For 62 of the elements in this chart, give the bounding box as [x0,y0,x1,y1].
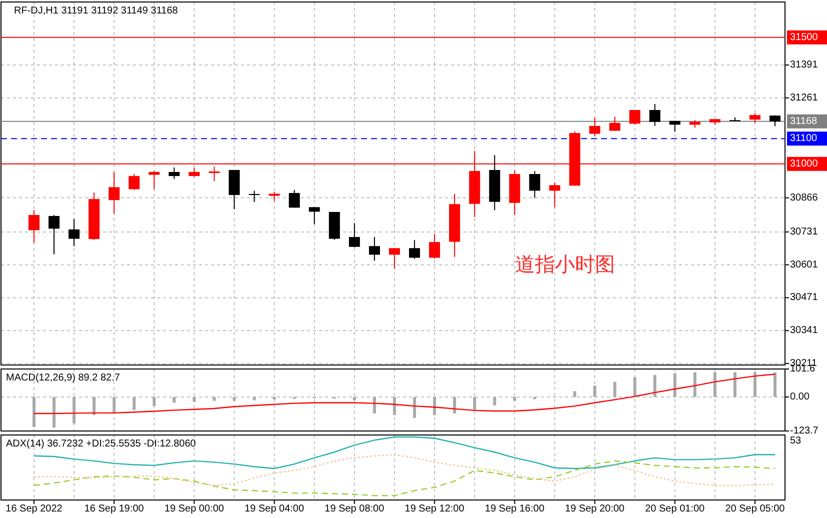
ref-line-label: 31500 [790,32,818,43]
bar [32,396,36,427]
bar [733,372,736,397]
bar [473,396,476,410]
chart-title: MACD(12,26,9) 89.2 82.7 [6,372,120,384]
bar [252,396,256,400]
chart-title: RF-DJ,H1 31191 31192 31149 31168 [14,6,178,16]
y-tick-label: 30341 [790,325,818,336]
x-tick-label: 19 Sep 08:00 [324,504,385,514]
bar [413,396,416,418]
bar [493,396,496,406]
bar [713,372,716,397]
bar [92,396,96,416]
y-tick-label: 31391 [790,59,818,70]
bar [533,396,536,400]
bar [172,396,176,403]
bar [212,396,216,401]
bar [633,377,636,397]
bar [52,396,56,428]
ref-line-label: 31000 [790,158,818,170]
bar [513,396,516,401]
bar [272,396,276,400]
bar [453,396,456,414]
ref-line-label: 31100 [790,133,818,144]
y-tick-label: 30731 [790,226,818,238]
text: 53 [790,436,802,446]
x-tick-label: 19 Sep 16:00 [484,504,545,514]
bar [753,372,756,397]
bar [392,396,396,416]
x-tick-label: 16 Sep 19:00 [84,504,144,514]
bar [673,373,676,397]
bar [573,391,576,397]
x-tick-label: 19 Sep 20:00 [565,504,625,514]
bar [232,396,236,401]
y-tick-label: 0.00 [790,391,810,402]
bar [352,396,356,400]
bar [72,396,76,424]
bar [433,396,436,416]
bar [774,372,776,397]
chart-title: ADX(14) 36.7232 +DI:25.5535 -DI:12.8060 [6,438,196,450]
bar [112,396,116,413]
bar [152,396,156,406]
bar [693,372,696,397]
bar [192,396,196,402]
y-tick-label: -123.7 [790,426,819,436]
y-tick-label: 31261 [790,92,818,104]
x-tick-label: 19 Sep 12:00 [404,504,465,514]
bar [593,386,596,397]
x-tick-label: 20 Sep 01:00 [645,504,706,514]
bar [132,396,136,410]
bar [613,382,616,397]
ref-line-label: 31168 [790,116,818,127]
x-tick-label: 20 Sep 05:00 [725,504,786,514]
bar [372,396,376,414]
y-tick-label: 30471 [790,292,818,304]
y-tick-label: 30866 [790,192,818,204]
x-tick-label: 16 Sep 2022 [6,504,63,514]
annotation: 道指小时图 [515,254,615,276]
bar [653,374,656,397]
y-tick-label: 30601 [790,259,818,270]
x-tick-label: 19 Sep 04:00 [244,504,305,514]
x-tick-label: 19 Sep 00:00 [164,504,224,514]
